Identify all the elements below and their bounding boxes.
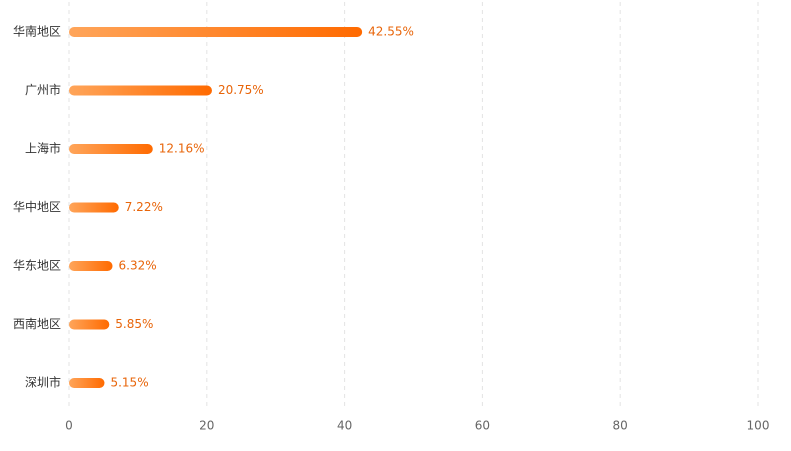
bar [69, 144, 153, 154]
x-tick-label: 40 [337, 419, 352, 433]
bar [69, 261, 113, 271]
value-label: 20.75% [218, 83, 264, 97]
value-label: 42.55% [368, 25, 414, 39]
y-tick-label: 华南地区 [13, 24, 61, 39]
bar [69, 378, 105, 388]
bar [69, 27, 363, 37]
value-label: 5.15% [110, 376, 148, 390]
x-tick-label: 0 [65, 419, 73, 433]
bar [69, 319, 110, 330]
x-tick-label: 100 [747, 419, 770, 433]
x-tick-label: 80 [613, 419, 628, 433]
value-label: 12.16% [159, 142, 205, 156]
y-tick-label: 深圳市 [25, 375, 61, 390]
x-tick-label: 20 [199, 419, 214, 433]
y-tick-label: 华中地区 [13, 199, 61, 214]
y-tick-label: 华东地区 [13, 259, 61, 273]
y-tick-label: 西南地区 [13, 316, 61, 331]
bar [69, 85, 212, 96]
value-label: 6.32% [119, 259, 157, 273]
bar [69, 202, 119, 213]
y-tick-label: 上海市 [25, 141, 61, 156]
y-tick-label: 广州市 [25, 82, 61, 97]
x-tick-label: 60 [475, 419, 490, 433]
value-label: 7.22% [125, 200, 163, 214]
value-label: 5.85% [115, 317, 153, 331]
